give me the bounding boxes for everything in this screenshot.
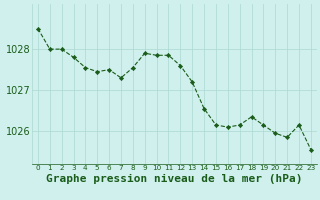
X-axis label: Graphe pression niveau de la mer (hPa): Graphe pression niveau de la mer (hPa) [46,174,303,184]
